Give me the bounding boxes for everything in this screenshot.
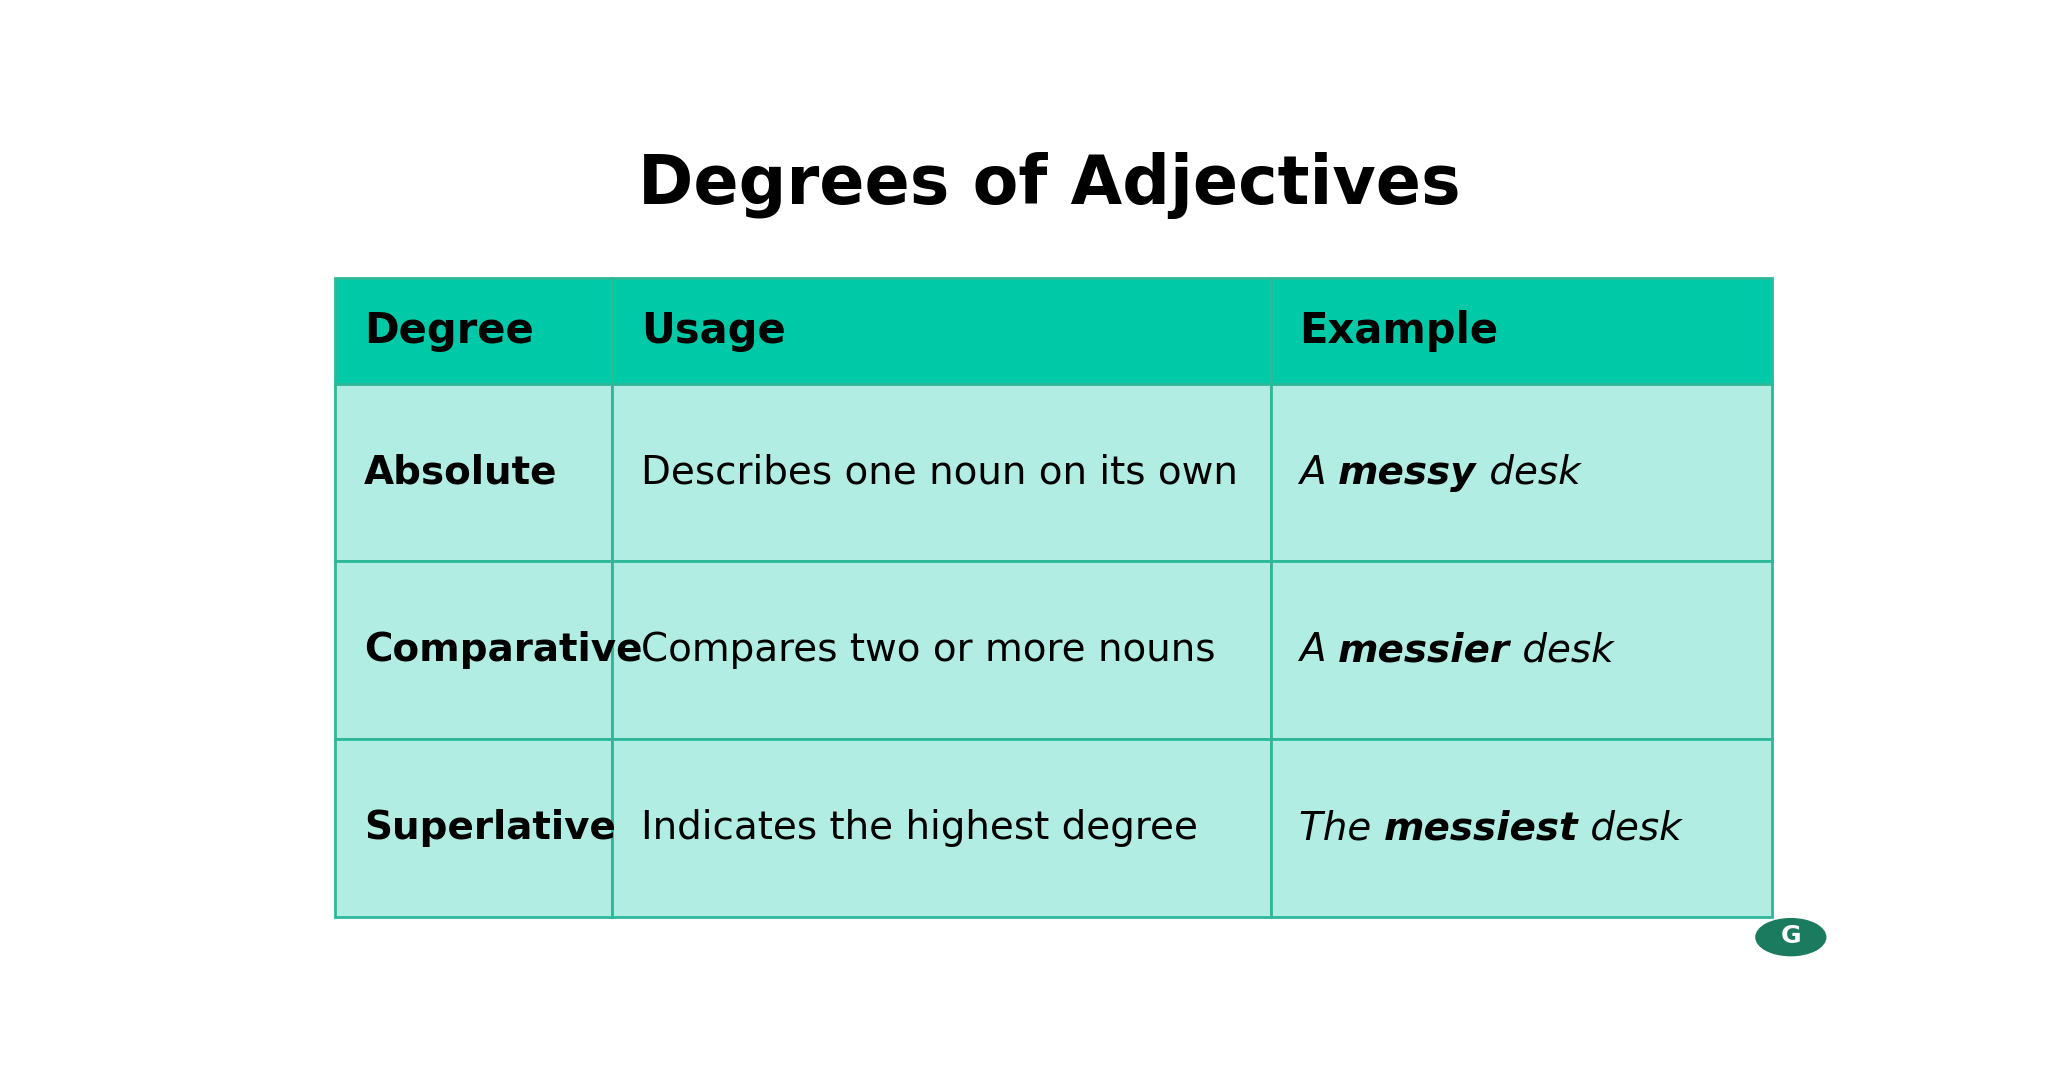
Text: Degrees of Adjectives: Degrees of Adjectives — [639, 152, 1460, 219]
Bar — [612, 278, 1270, 383]
Text: Absolute: Absolute — [365, 453, 557, 491]
Text: messy: messy — [1337, 453, 1477, 491]
Text: A: A — [1298, 631, 1337, 669]
Text: G: G — [1780, 924, 1800, 948]
Text: Describes one noun on its own: Describes one noun on its own — [641, 453, 1237, 491]
Bar — [1270, 383, 1772, 561]
Text: desk: desk — [1579, 809, 1681, 847]
Text: Superlative: Superlative — [365, 809, 616, 847]
Text: Indicates the highest degree: Indicates the highest degree — [641, 809, 1198, 847]
Bar — [336, 561, 612, 739]
Text: Comparative: Comparative — [365, 631, 643, 669]
Bar — [1270, 739, 1772, 917]
Text: A: A — [1298, 453, 1337, 491]
Bar — [336, 383, 612, 561]
Text: desk: desk — [1477, 453, 1581, 491]
Text: The: The — [1298, 809, 1384, 847]
Text: desk: desk — [1509, 631, 1614, 669]
Bar — [1270, 561, 1772, 739]
Text: Degree: Degree — [365, 310, 535, 352]
Bar — [612, 739, 1270, 917]
Circle shape — [1755, 918, 1825, 956]
Bar — [336, 278, 612, 383]
Text: Usage: Usage — [641, 310, 786, 352]
Bar — [612, 383, 1270, 561]
Bar — [612, 561, 1270, 739]
Text: Example: Example — [1298, 310, 1499, 352]
Bar — [336, 739, 612, 917]
Text: messier: messier — [1337, 631, 1509, 669]
Bar — [1270, 278, 1772, 383]
Polygon shape — [1780, 941, 1798, 950]
Text: messiest: messiest — [1384, 809, 1579, 847]
Text: Compares two or more nouns: Compares two or more nouns — [641, 631, 1214, 669]
